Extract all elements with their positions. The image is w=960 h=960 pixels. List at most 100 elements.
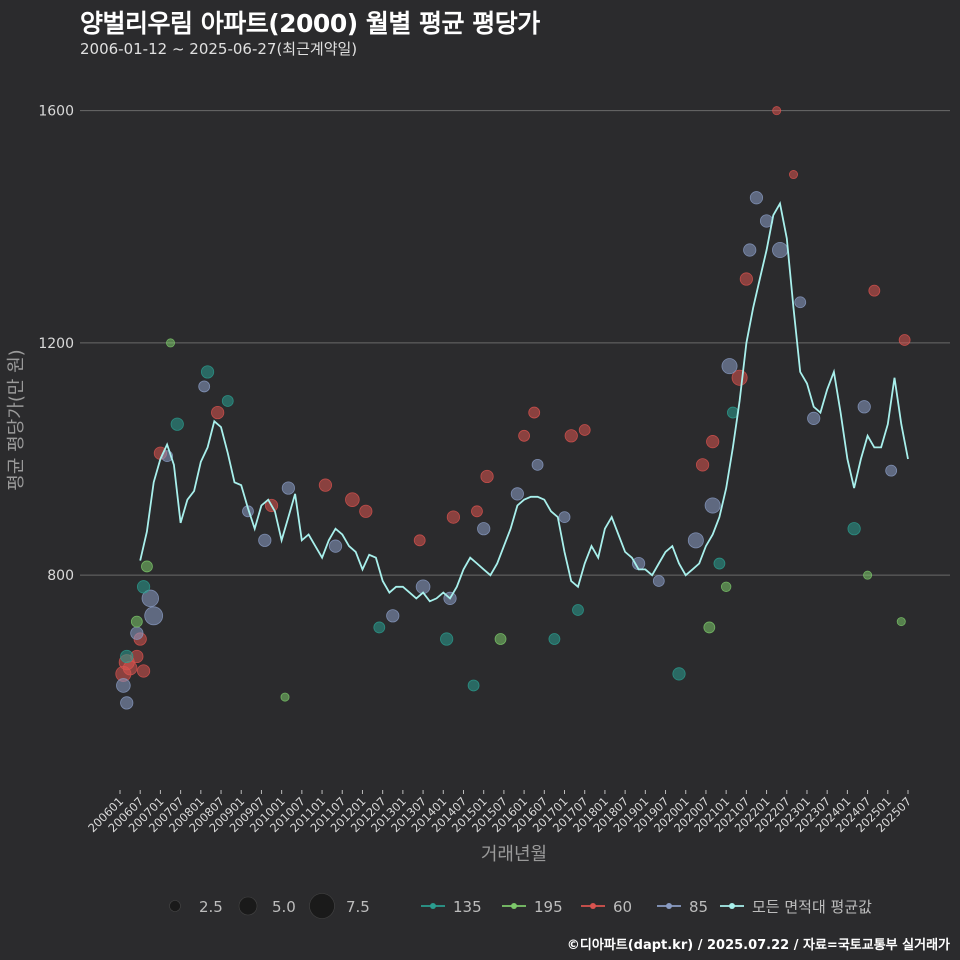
point-60 [898, 334, 911, 346]
legend-marker [729, 903, 735, 909]
point-85 [743, 243, 757, 257]
y-tick-label: 1200 [38, 336, 74, 352]
point-85 [477, 522, 491, 536]
point-195 [720, 581, 732, 592]
chart-subtitle: 2006-01-12 ~ 2025-06-27(최근계약일) [80, 40, 358, 58]
size-legend-label: 5.0 [272, 898, 296, 916]
legend-label: 60 [613, 898, 632, 916]
point-195 [494, 633, 507, 645]
point-85 [807, 411, 821, 425]
point-85 [130, 626, 144, 640]
point-85 [772, 241, 789, 258]
point-85 [721, 358, 738, 375]
point-195 [280, 692, 290, 702]
legend-marker [511, 903, 517, 909]
point-60 [528, 406, 541, 419]
point-85 [531, 458, 544, 471]
point-60 [122, 660, 138, 676]
legend-marker [590, 903, 596, 909]
point-60 [211, 405, 225, 420]
point-60 [706, 435, 720, 449]
point-195 [863, 570, 873, 580]
point-195 [130, 615, 143, 628]
point-195 [896, 617, 906, 627]
point-85 [281, 481, 295, 495]
point-85 [652, 575, 665, 587]
point-135 [221, 395, 234, 407]
point-85 [558, 511, 571, 523]
point-85 [386, 609, 400, 623]
point-135 [572, 604, 584, 616]
point-60 [136, 664, 151, 678]
point-85 [857, 400, 871, 414]
size-legend-label: 7.5 [346, 898, 370, 916]
size-legend-circle [169, 900, 181, 912]
size-legend-label: 2.5 [199, 898, 223, 916]
legend-label: 85 [689, 898, 708, 916]
point-135 [170, 417, 184, 431]
point-60 [564, 429, 578, 443]
x-tick-labels: 2006012006072007012007072008012008072009… [85, 790, 914, 835]
point-135 [120, 649, 134, 664]
point-60 [446, 510, 460, 524]
point-85 [116, 678, 131, 693]
point-85 [885, 464, 898, 477]
point-60 [480, 469, 494, 484]
x-axis-title: 거래년월 [481, 844, 547, 865]
point-60 [772, 106, 782, 116]
point-85 [510, 487, 524, 501]
point-60 [578, 424, 591, 436]
point-60 [359, 504, 373, 518]
y-tick-labels: 800 1200 1600 [38, 104, 74, 585]
point-85 [328, 539, 343, 553]
point-135 [440, 632, 454, 646]
point-60 [471, 505, 483, 518]
size-legend-circle [238, 896, 258, 916]
point-135 [373, 621, 386, 634]
point-135 [136, 580, 151, 594]
size-legend-circle [309, 893, 335, 919]
source-caption: ©디아파트(dapt.kr) / 2025.07.22 / 자료=국토교통부 실… [566, 938, 950, 953]
point-85 [749, 191, 764, 205]
legend-marker [430, 903, 436, 909]
point-60 [345, 492, 360, 507]
average-line [139, 200, 909, 603]
point-60 [868, 284, 881, 297]
point-60 [318, 478, 333, 492]
point-60 [695, 458, 710, 472]
point-135 [847, 522, 861, 536]
legend: 2.5 5.0 7.5 135 195 60 85 모든 면적대 평균값 [169, 893, 872, 919]
point-135 [200, 365, 215, 379]
legend-marker [666, 903, 672, 909]
point-85 [687, 532, 704, 549]
point-60 [518, 429, 531, 442]
point-135 [467, 679, 480, 692]
chart-title: 양벌리우림 아파트(2000) 월별 평균 평당가 [80, 9, 540, 38]
point-85 [704, 497, 721, 514]
average-line-layer [139, 200, 909, 603]
point-60 [413, 534, 426, 547]
point-135 [713, 557, 726, 570]
point-195 [703, 621, 716, 634]
point-85 [198, 380, 211, 393]
point-85 [144, 606, 164, 626]
point-135 [548, 633, 561, 645]
point-195 [141, 560, 153, 573]
point-85 [141, 589, 160, 608]
y-tick-label: 1600 [38, 104, 74, 120]
point-85 [120, 696, 134, 710]
legend-label: 135 [453, 898, 482, 916]
point-60 [789, 170, 799, 180]
point-85 [258, 533, 272, 547]
legend-label: 195 [534, 898, 563, 916]
point-135 [672, 667, 686, 681]
grid-lines [80, 110, 950, 576]
scatter-points [115, 106, 911, 710]
point-195 [166, 338, 176, 348]
y-axis-title: 평균 평당가(만 원) [6, 349, 27, 490]
point-60 [739, 272, 753, 286]
point-85 [794, 296, 807, 309]
legend-label: 모든 면적대 평균값 [752, 898, 872, 916]
y-tick-label: 800 [47, 568, 74, 584]
